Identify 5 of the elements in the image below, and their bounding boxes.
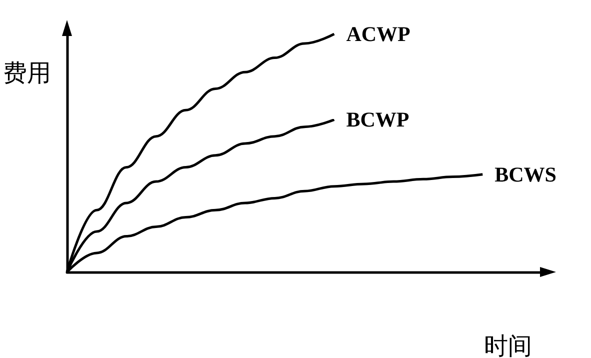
- series-label: ACWP: [346, 22, 411, 46]
- series-label: BCWP: [346, 108, 410, 132]
- y-axis-title: 费用: [3, 59, 51, 87]
- x-axis-title: 时间: [484, 332, 532, 358]
- series-label: BCWS: [494, 162, 556, 186]
